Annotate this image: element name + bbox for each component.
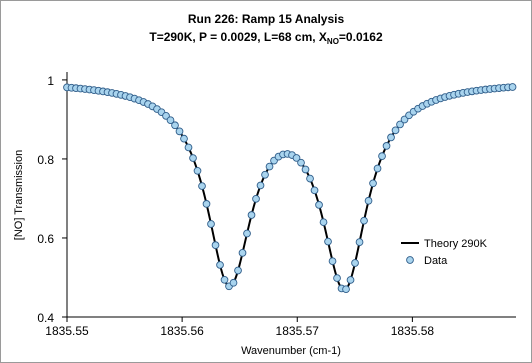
data-point: [256, 181, 265, 190]
data-point: [229, 278, 238, 287]
data-point: [184, 143, 193, 152]
data-point: [360, 216, 368, 225]
data-point: [324, 237, 332, 246]
y-tick-label: 0.4: [37, 311, 54, 325]
series-theory-line: [66, 85, 517, 292]
y-tick-label: 0.6: [37, 232, 54, 246]
data-point: [346, 276, 355, 284]
data-point: [333, 274, 341, 282]
data-point: [382, 142, 391, 150]
data-point: [391, 126, 400, 135]
y-tick-label: 0.8: [37, 153, 54, 167]
data-point: [315, 201, 323, 209]
data-point: [198, 182, 206, 190]
chart-title: Run 226: Ramp 15 Analysis: [188, 12, 345, 26]
data-point: [355, 238, 364, 246]
data-point: [238, 249, 247, 257]
data-point: [351, 259, 359, 267]
data-point: [373, 164, 382, 173]
data-point: [211, 241, 220, 250]
data-point: [189, 154, 197, 162]
legend-data-swatch: [406, 256, 414, 264]
data-point: [292, 154, 301, 162]
data-point: [220, 275, 229, 284]
legend: Theory 290K Data: [401, 238, 488, 267]
legend-theory-label: Theory 290K: [424, 238, 488, 250]
data-point: [207, 220, 215, 228]
data-point: [508, 83, 517, 91]
subtitle-suffix: =0.0162: [339, 30, 383, 44]
x-tick-label: 1835.57: [276, 324, 320, 338]
data-point: [310, 186, 319, 195]
data-point: [243, 229, 251, 238]
data-point: [328, 257, 337, 266]
data-point: [234, 266, 242, 275]
data-point: [171, 121, 179, 130]
data-point: [180, 134, 188, 143]
chart-subtitle: T=290K, P = 0.0029, L=68 cm, XNO=0.0162: [149, 30, 383, 46]
data-point: [306, 174, 314, 183]
data-point: [369, 179, 377, 188]
data-point: [202, 200, 211, 208]
series-data-points: [63, 83, 517, 294]
data-point: [175, 127, 184, 136]
subtitle-main: T=290K, P = 0.0029, L=68 cm, X: [149, 30, 327, 44]
data-point: [252, 194, 260, 203]
data-point: [319, 218, 328, 227]
data-point: [396, 120, 404, 129]
y-tick-label: 1: [47, 74, 54, 88]
data-point: [364, 196, 373, 205]
y-axis-label: [NO] Transmission: [13, 150, 25, 240]
data-point: [387, 133, 395, 142]
data-point: [216, 261, 224, 269]
data-point: [166, 116, 175, 125]
data-point: [247, 211, 256, 219]
x-tick-label: 1835.58: [391, 324, 435, 338]
y-axis-ticks: 0.4 0.6 0.8 1: [37, 74, 67, 325]
data-point: [342, 285, 350, 294]
x-tick-label: 1835.56: [160, 324, 204, 338]
x-tick-label: 1835.55: [45, 324, 89, 338]
subtitle-subscript: NO: [327, 37, 339, 46]
data-point: [265, 162, 274, 171]
x-axis-label: Wavenumber (cm-1): [241, 345, 341, 357]
data-point: [297, 158, 305, 167]
legend-data-label: Data: [424, 255, 448, 267]
x-axis-ticks: 1835.55 1835.56 1835.57 1835.58: [45, 317, 434, 338]
data-point: [261, 170, 269, 179]
data-point: [378, 152, 386, 160]
data-point: [301, 165, 310, 174]
data-point: [193, 166, 202, 175]
